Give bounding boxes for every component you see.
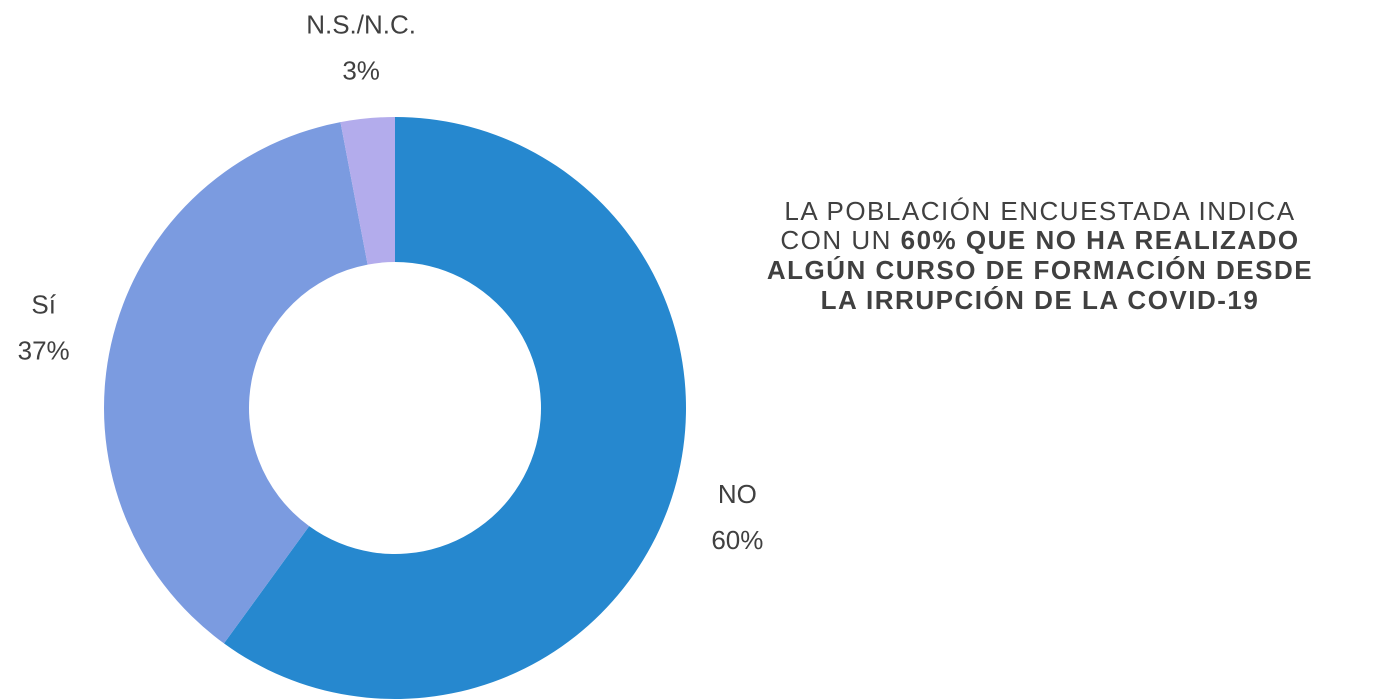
donut-slice bbox=[340, 117, 395, 265]
slice-label: N.S./N.C. bbox=[306, 9, 416, 39]
slice-value-label: 37% bbox=[18, 335, 70, 365]
donut-slice bbox=[223, 117, 686, 699]
annotation-text: CON UN bbox=[780, 225, 892, 255]
slice-label: Sí bbox=[31, 289, 56, 319]
slice-value-label: 3% bbox=[342, 55, 380, 85]
slice-label: NO bbox=[718, 479, 757, 509]
annotation-line: ALGÚN CURSO DE FORMACIÓN DESDE bbox=[767, 255, 1313, 285]
slice-value-label: 60% bbox=[711, 525, 763, 555]
annotation-line: LA IRRUPCIÓN DE LA COVID-19 bbox=[821, 285, 1260, 315]
annotation-text: 60% QUE NO HA REALIZADO bbox=[901, 225, 1300, 255]
annotation-line: LA POBLACIÓN ENCUESTADA INDICA bbox=[784, 196, 1295, 226]
annotation: LA POBLACIÓN ENCUESTADA INDICA CON UN 60… bbox=[767, 196, 1313, 315]
donut-slice bbox=[103, 122, 368, 644]
annotation-line: CON UN 60% QUE NO HA REALIZADO bbox=[780, 225, 1299, 255]
